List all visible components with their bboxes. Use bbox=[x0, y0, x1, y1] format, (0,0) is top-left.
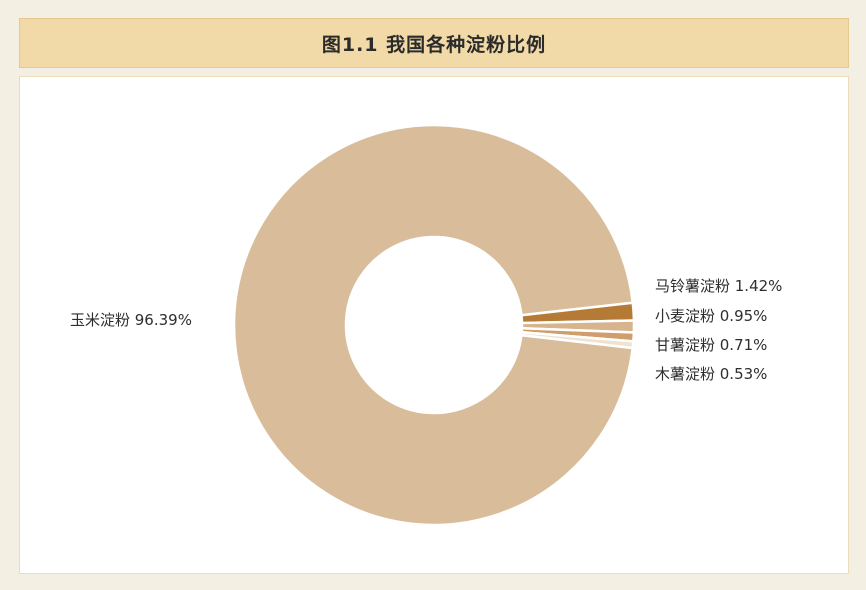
slice-label: 小麦淀粉 0.95% bbox=[655, 307, 767, 325]
slice-label: 马铃薯淀粉 1.42% bbox=[655, 277, 782, 295]
chart-title: 图1.1 我国各种淀粉比例 bbox=[321, 33, 547, 56]
slice-label: 玉米淀粉 96.39% bbox=[70, 311, 192, 329]
chart-title-bar: 图1.1 我国各种淀粉比例 bbox=[19, 18, 849, 68]
pie-slice-木薯淀粉 bbox=[520, 330, 635, 350]
pie-slice-玉米淀粉 bbox=[232, 123, 635, 527]
slice-label: 木薯淀粉 0.53% bbox=[655, 365, 767, 383]
slice-label: 甘薯淀粉 0.71% bbox=[655, 336, 767, 354]
